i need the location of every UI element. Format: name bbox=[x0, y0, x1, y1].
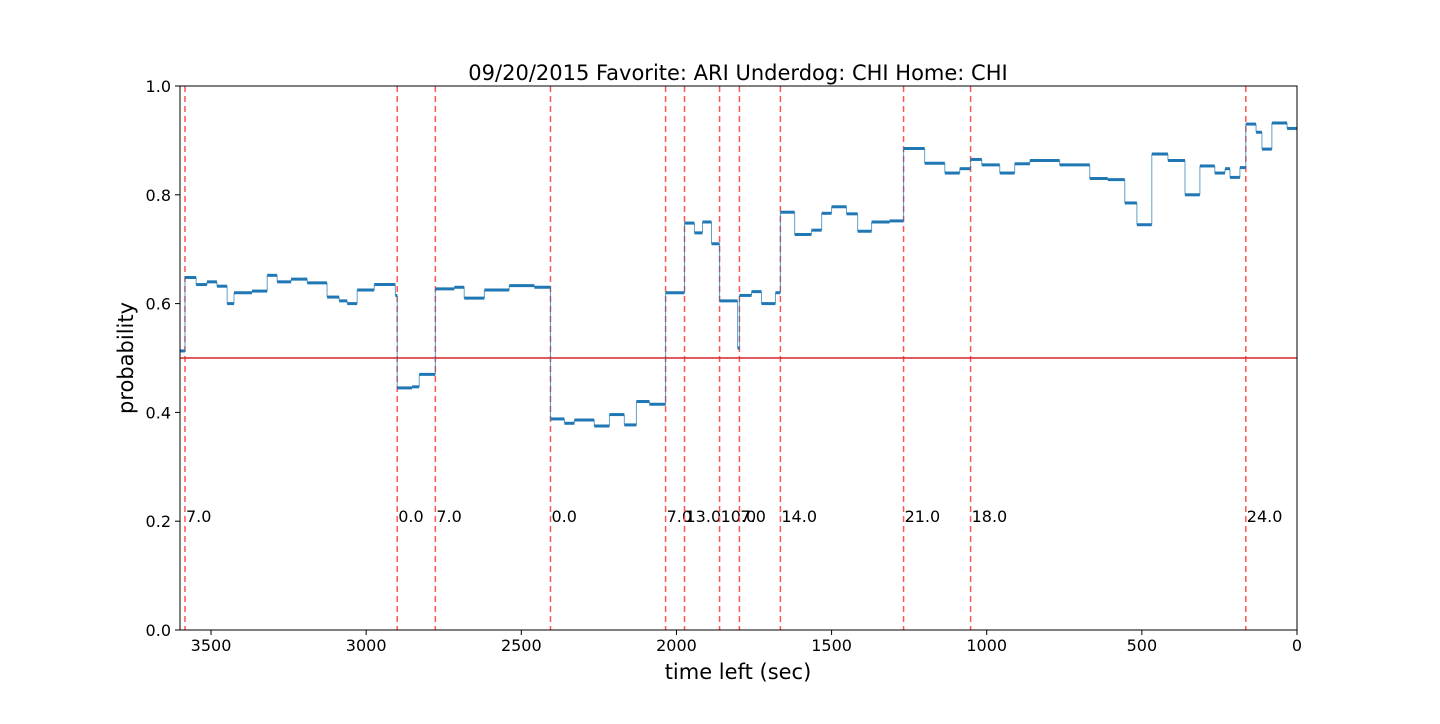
x-tick-label: 2500 bbox=[501, 636, 542, 655]
score-label: 24.0 bbox=[1247, 507, 1283, 526]
x-tick-label: 1500 bbox=[811, 636, 852, 655]
x-tick-label: 3500 bbox=[191, 636, 232, 655]
y-tick-label: 0.2 bbox=[146, 512, 171, 531]
score-label: 14.0 bbox=[781, 507, 817, 526]
x-tick-label: 2000 bbox=[656, 636, 697, 655]
score-label: 0.0 bbox=[398, 507, 423, 526]
x-axis-label: time left (sec) bbox=[665, 660, 812, 684]
score-label: 7.0 bbox=[436, 507, 461, 526]
y-tick-label: 0.8 bbox=[146, 186, 171, 205]
plot-frame bbox=[179, 85, 1298, 631]
score-label: 10.0 bbox=[721, 507, 757, 526]
y-tick-label: 1.0 bbox=[146, 77, 171, 96]
y-tick-label: 0.4 bbox=[146, 403, 171, 422]
x-tick-label: 3000 bbox=[346, 636, 387, 655]
x-tick-label: 500 bbox=[1127, 636, 1158, 655]
score-label: 7.0 bbox=[667, 507, 692, 526]
score-label: 7.0 bbox=[740, 507, 765, 526]
score-label: 21.0 bbox=[905, 507, 941, 526]
y-tick-label: 0.6 bbox=[146, 295, 171, 314]
score-label: 13.0 bbox=[686, 507, 722, 526]
score-label: 0.0 bbox=[551, 507, 576, 526]
x-tick-label: 0 bbox=[1292, 636, 1302, 655]
chart-title: 09/20/2015 Favorite: ARI Underdog: CHI H… bbox=[468, 61, 1007, 85]
score-label: 7.0 bbox=[186, 507, 211, 526]
x-tick-label: 1000 bbox=[966, 636, 1007, 655]
y-axis-label: probability bbox=[114, 302, 138, 414]
y-tick-label: 0.0 bbox=[146, 621, 171, 640]
score-label: 18.0 bbox=[972, 507, 1008, 526]
